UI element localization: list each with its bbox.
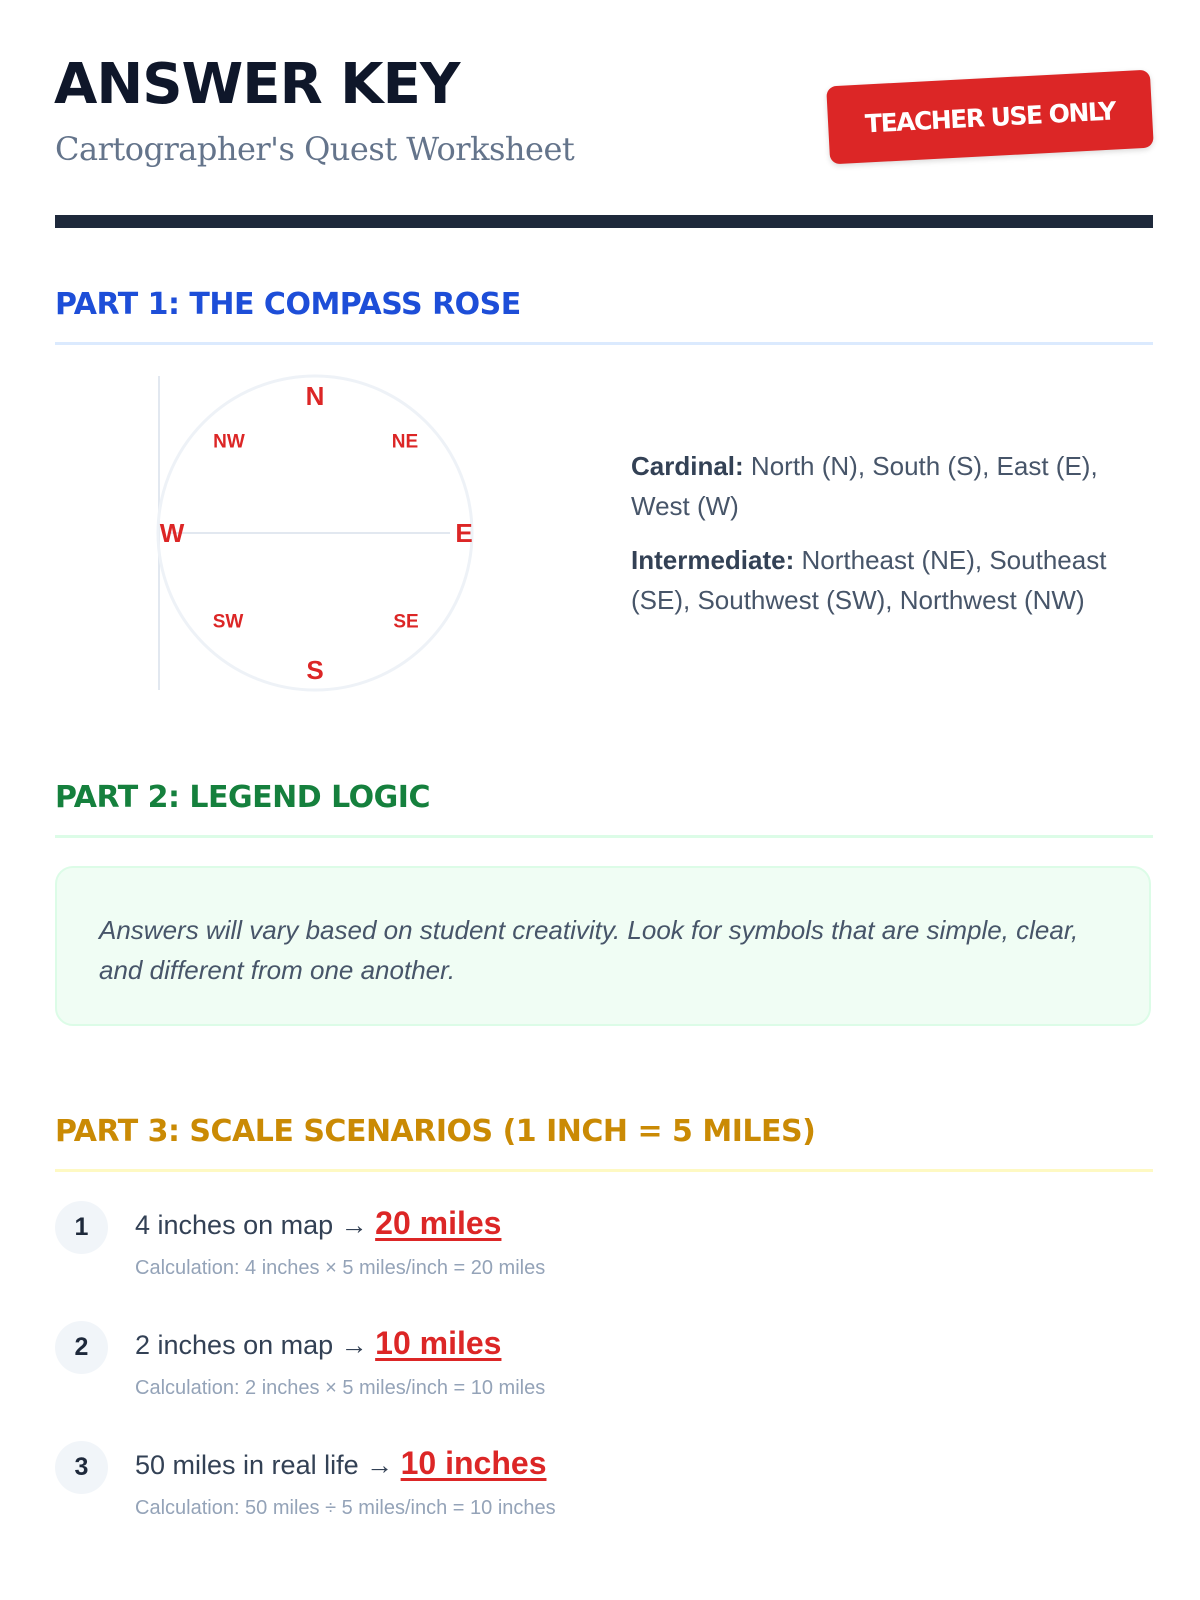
cardinal-text: North (N), South (S), East (E), West (W) xyxy=(631,451,1098,521)
question-text: 50 miles in real life → xyxy=(135,1450,394,1480)
part1-divider xyxy=(55,342,1153,345)
intermediate-label: Intermediate: xyxy=(631,545,795,575)
scale-item: 3 50 miles in real life → 10 inches Calc… xyxy=(55,1441,1055,1551)
part1-heading: PART 1: THE COMPASS ROSE xyxy=(55,287,521,322)
page-subtitle: Cartographer's Quest Worksheet xyxy=(55,130,575,168)
part2-divider xyxy=(55,835,1153,838)
scale-item: 1 4 inches on map → 20 miles Calculation… xyxy=(55,1201,1055,1311)
compass-circle xyxy=(156,374,474,692)
teacher-use-stamp: TEACHER USE ONLY xyxy=(826,69,1154,165)
part3-heading: PART 3: SCALE SCENARIOS (1 INCH = 5 MILE… xyxy=(55,1114,816,1149)
item-question: 50 miles in real life → 10 inches xyxy=(135,1445,546,1482)
page-title: ANSWER KEY xyxy=(54,52,460,117)
answer-text: 20 miles xyxy=(375,1205,502,1241)
compass-rose: N S W E NW NE SW SE xyxy=(156,374,474,692)
direction-definitions: Cardinal: North (N), South (S), East (E)… xyxy=(631,446,1151,634)
item-number: 3 xyxy=(55,1441,108,1494)
compass-north: N xyxy=(306,381,325,411)
compass-northeast: NE xyxy=(392,432,418,453)
header-divider xyxy=(55,215,1153,228)
calculation-text: Calculation: 50 miles ÷ 5 miles/inch = 1… xyxy=(135,1497,556,1519)
calculation-text: Calculation: 2 inches × 5 miles/inch = 1… xyxy=(135,1377,546,1399)
item-number: 1 xyxy=(55,1201,108,1254)
compass-southeast: SE xyxy=(393,612,418,633)
legend-note-text: Answers will vary based on student creat… xyxy=(99,915,1079,985)
compass-northwest: NW xyxy=(213,432,245,453)
item-number: 2 xyxy=(55,1321,108,1374)
answer-text: 10 inches xyxy=(400,1445,547,1481)
scale-item: 2 2 inches on map → 10 miles Calculation… xyxy=(55,1321,1055,1431)
intermediate-definition: Intermediate: Northeast (NE), Southeast … xyxy=(631,540,1151,620)
compass-west: W xyxy=(160,518,185,548)
answer-text: 10 miles xyxy=(375,1325,502,1361)
compass-east: E xyxy=(455,518,472,548)
item-question: 2 inches on map → 10 miles xyxy=(135,1325,501,1362)
compass-southwest: SW xyxy=(213,612,244,633)
legend-note-box: Answers will vary based on student creat… xyxy=(55,866,1151,1026)
calculation-text: Calculation: 4 inches × 5 miles/inch = 2… xyxy=(135,1257,546,1279)
cardinal-label: Cardinal: xyxy=(631,451,744,481)
question-text: 4 inches on map → xyxy=(135,1210,368,1240)
intermediate-text: Northeast (NE), Southeast (SE), Southwes… xyxy=(631,545,1107,615)
cardinal-definition: Cardinal: North (N), South (S), East (E)… xyxy=(631,446,1151,526)
compass-south: S xyxy=(306,655,323,685)
item-question: 4 inches on map → 20 miles xyxy=(135,1205,501,1242)
question-text: 2 inches on map → xyxy=(135,1330,368,1360)
part3-divider xyxy=(55,1169,1153,1172)
part2-heading: PART 2: LEGEND LOGIC xyxy=(55,780,430,815)
